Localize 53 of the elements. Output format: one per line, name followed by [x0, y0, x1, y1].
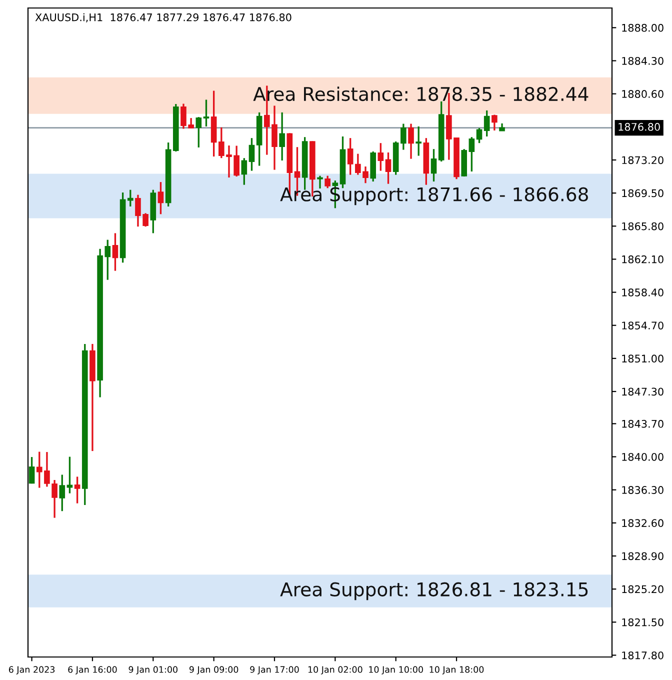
y-tick-label: 1840.00 — [622, 452, 664, 461]
candlestick — [476, 127, 482, 144]
candlestick — [28, 456, 35, 484]
y-tick-label: 1858.40 — [622, 288, 664, 296]
x-tick-label: 9 Jan 09:00 — [189, 666, 238, 674]
y-tick-label: 1862.10 — [622, 255, 664, 264]
y-tick-label: 1847.30 — [622, 388, 664, 396]
y-tick-label: 1825.20 — [622, 585, 664, 594]
y-tick-label: 1843.70 — [622, 420, 664, 428]
candlestick — [196, 116, 202, 148]
candlestick — [324, 174, 330, 189]
candlestick — [347, 137, 354, 176]
candlestick — [158, 181, 164, 215]
candlestick — [248, 137, 255, 172]
x-tick-label: 6 Jan 2023 — [8, 666, 55, 674]
y-tick-label: 1880.60 — [622, 90, 664, 98]
x-tick-label: 10 Jan 10:00 — [369, 666, 423, 674]
candlestick — [74, 476, 80, 504]
y-tick-label: 1821.50 — [622, 618, 664, 626]
x-tick-label: 10 Jan 02:00 — [308, 666, 362, 674]
x-tick-label: 6 Jan 16:00 — [68, 666, 117, 674]
y-tick-label: 1884.30 — [622, 56, 664, 65]
y-tick-label: 1854.70 — [622, 322, 664, 330]
band-label: Area Support: 1826.81 - 1823.15 — [280, 582, 588, 600]
y-tick-label: 1869.50 — [622, 189, 664, 198]
candlestick — [430, 148, 437, 182]
y-tick-label: 1873.20 — [622, 156, 664, 164]
candlestick — [279, 112, 285, 162]
x-tick-label: 10 Jan 18:00 — [430, 666, 484, 674]
y-tick-label: 1851.00 — [622, 354, 664, 363]
candlestick — [59, 474, 66, 512]
candlestick — [468, 136, 475, 172]
y-tick-label: 1828.90 — [622, 552, 664, 560]
y-tick-label: 1817.80 — [622, 651, 664, 660]
candlestick — [385, 152, 392, 185]
candlestick — [492, 114, 498, 132]
x-tick-label: 9 Jan 17:00 — [250, 666, 299, 674]
chart-title: XAUUSD.i,H1 1876.47 1877.29 1876.47 1876.80 — [35, 13, 292, 22]
candlestick — [484, 110, 490, 138]
candlestick — [378, 142, 384, 172]
candlestick — [112, 232, 118, 272]
candlestick — [203, 98, 210, 128]
candlestick — [408, 122, 414, 160]
ref-line-label: 1876.80 — [618, 122, 660, 131]
y-tick-label: 1836.30 — [622, 486, 664, 494]
y-tick-label: 1832.60 — [622, 519, 664, 528]
candlestick — [241, 157, 248, 186]
candlestick — [317, 174, 323, 190]
candlestick — [127, 188, 134, 208]
candlestick — [416, 126, 422, 157]
y-tick-label: 1865.80 — [622, 222, 664, 230]
x-tick-label: 9 Jan 01:00 — [128, 666, 178, 674]
y-tick-label: 1888.00 — [622, 24, 664, 32]
